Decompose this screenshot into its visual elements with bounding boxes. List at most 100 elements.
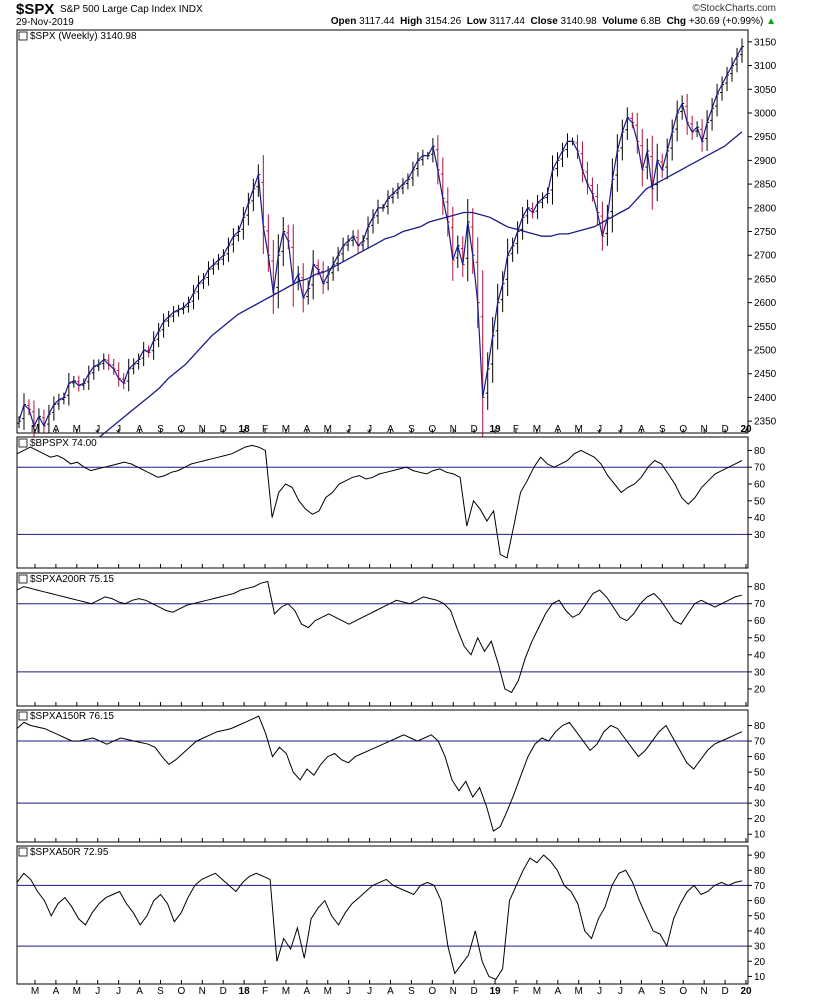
panel-menu-icon[interactable] [18, 31, 28, 41]
x-tick-label: A [304, 986, 311, 997]
symbol-title: $SPX [16, 1, 55, 18]
panel-title: $SPXA200R 75.15 [30, 574, 114, 585]
y-tick-label: 90 [754, 851, 766, 862]
ohlc-summary: Open 3117.44 High 3154.26 Low 3117.44 Cl… [331, 16, 776, 27]
y-tick-label: 30 [754, 799, 766, 810]
y-tick-label: 70 [754, 599, 766, 610]
x-tick-label: O [177, 424, 185, 435]
high-label: High [400, 16, 423, 27]
y-tick-label: 80 [754, 446, 766, 457]
panel-menu-icon[interactable] [18, 438, 28, 448]
x-tick-label: J [116, 986, 121, 997]
x-tick-label: M [575, 986, 583, 997]
y-tick-label: 40 [754, 926, 766, 937]
open-value: 3117.44 [359, 16, 395, 27]
x-tick-label: O [428, 424, 436, 435]
x-tick-label: J [95, 986, 100, 997]
y-tick-label: 70 [754, 881, 766, 892]
y-tick-label: 40 [754, 513, 766, 524]
x-tick-label: J [367, 986, 372, 997]
x-tick-label: O [679, 986, 687, 997]
y-tick-label: 30 [754, 667, 766, 678]
x-tick-label: 18 [239, 986, 251, 997]
index-name: S&P 500 Large Cap Index [60, 4, 177, 15]
exchange-label: INDX [178, 4, 203, 15]
y-tick-label: 3000 [754, 108, 777, 119]
x-tick-label: A [304, 424, 311, 435]
chart-panel-0: 2350 2400 2450 2500 2550 2600 2650 2700 2750 2800… [16, 29, 777, 446]
x-tick-label: 19 [489, 424, 501, 435]
x-tick-label: J [116, 424, 121, 435]
price-bar [740, 38, 744, 63]
x-tick-label: M [73, 986, 81, 997]
x-tick-label: N [450, 424, 457, 435]
panel-title: $SPX (Weekly) 3140.98 [30, 31, 137, 42]
x-tick-label: N [701, 986, 708, 997]
low-value: 3117.44 [489, 16, 525, 27]
y-tick-label: 2800 [754, 203, 777, 214]
x-tick-label: N [199, 986, 206, 997]
x-tick-label: M [282, 424, 290, 435]
x-tick-label: D [471, 424, 478, 435]
x-tick-label: A [53, 424, 60, 435]
x-tick-label: A [53, 986, 60, 997]
close-line [18, 46, 743, 428]
y-tick-label: 80 [754, 721, 766, 732]
x-tick-label: 18 [239, 424, 251, 435]
x-tick-label: D [220, 986, 227, 997]
x-tick-label: J [346, 986, 351, 997]
x-tick-label: S [659, 986, 666, 997]
low-label: Low [466, 16, 487, 27]
y-tick-label: 70 [754, 737, 766, 748]
chart-date: 29-Nov-2019 [16, 17, 74, 28]
panel-frame [16, 436, 749, 569]
y-tick-label: 2900 [754, 156, 777, 167]
x-tick-label: S [157, 986, 164, 997]
y-tick-label: 10 [754, 830, 766, 841]
x-tick-label: N [450, 986, 457, 997]
panel-menu-icon[interactable] [18, 711, 28, 721]
y-tick-label: 40 [754, 783, 766, 794]
x-tick-label: M [533, 986, 541, 997]
y-tick-label: 3100 [754, 61, 777, 72]
panel-title: $BPSPX 74.00 [30, 438, 97, 449]
high-value: 3154.26 [425, 16, 462, 27]
y-tick-label: 2650 [754, 274, 777, 285]
panel-frame [16, 845, 749, 985]
x-tick-label: M [31, 986, 39, 997]
x-tick-label: F [513, 424, 519, 435]
x-tick-label: M [324, 424, 332, 435]
moving-average-line [89, 131, 743, 446]
x-tick-label: A [136, 424, 143, 435]
panel-title: $SPXA150R 76.15 [30, 711, 114, 722]
y-tick-label: 3150 [754, 37, 777, 48]
indicator-line [16, 580, 743, 694]
x-tick-label: A [387, 986, 394, 997]
x-tick-label: J [367, 424, 372, 435]
y-tick-label: 80 [754, 582, 766, 593]
x-tick-label: F [262, 424, 268, 435]
panel-menu-icon[interactable] [18, 574, 28, 584]
y-tick-label: 2850 [754, 180, 777, 191]
x-tick-label: O [679, 424, 687, 435]
x-tick-label: A [554, 986, 561, 997]
y-tick-label: 20 [754, 957, 766, 968]
x-tick-label: N [199, 424, 206, 435]
x-tick-label: S [408, 424, 415, 435]
y-tick-label: 10 [754, 972, 766, 983]
x-tick-label: M [324, 986, 332, 997]
x-tick-label: O [177, 986, 185, 997]
panel-menu-icon[interactable] [18, 847, 28, 857]
x-tick-label: A [638, 424, 645, 435]
x-tick-label: O [428, 986, 436, 997]
y-tick-label: 2700 [754, 251, 777, 262]
x-tick-label: F [262, 986, 268, 997]
y-tick-label: 2750 [754, 227, 777, 238]
x-tick-label: A [638, 986, 645, 997]
x-tick-label: N [701, 424, 708, 435]
y-tick-label: 2600 [754, 298, 777, 309]
y-tick-label: 50 [754, 911, 766, 922]
x-tick-label: A [136, 986, 143, 997]
stockcharts-logo[interactable]: ©StockCharts.com [692, 3, 776, 14]
